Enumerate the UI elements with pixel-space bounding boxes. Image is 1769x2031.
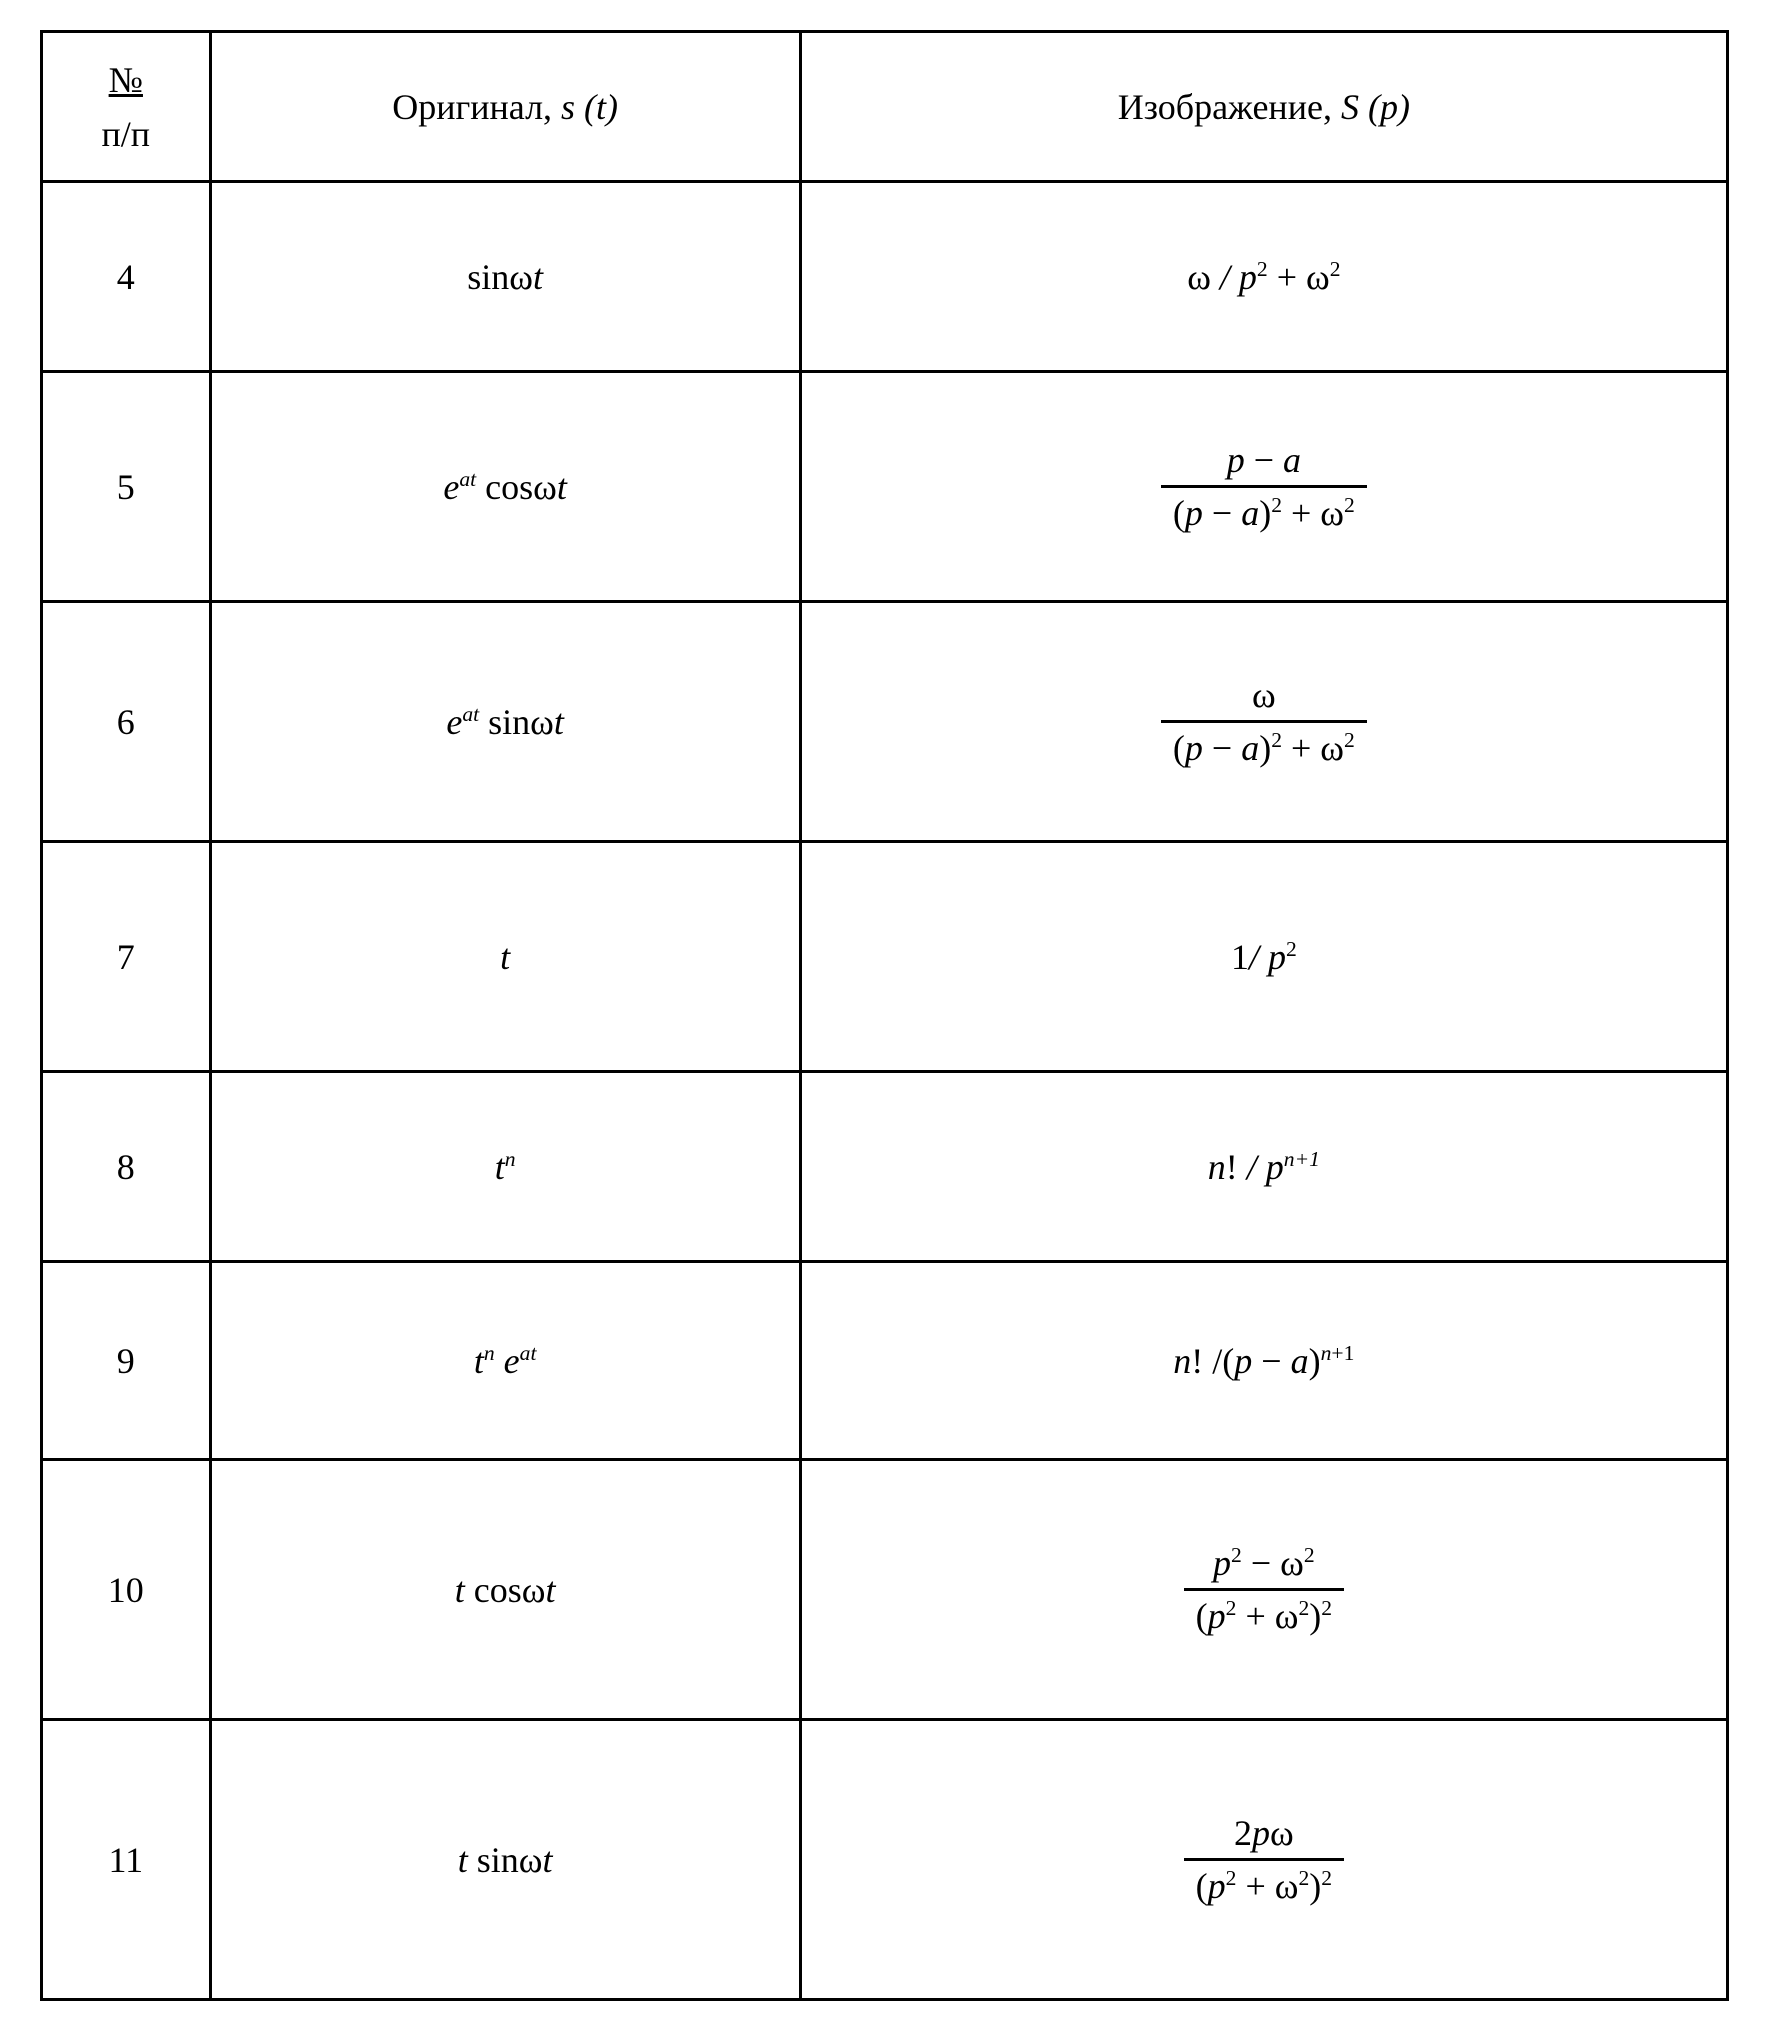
row-image: n! /(p − a)n+1 (800, 1262, 1727, 1460)
table-row: 6eat sinωt ω(p − a)2 + ω2 (42, 602, 1728, 842)
row-image: 2pω(p2 + ω2)2 (800, 1720, 1727, 2000)
row-image: p − a(p − a)2 + ω2 (800, 372, 1727, 602)
table-row: 10t cosωt p2 − ω2(p2 + ω2)2 (42, 1460, 1728, 1720)
fraction-numerator: p − a (1161, 437, 1367, 488)
fraction-denominator: (p2 + ω2)2 (1184, 1591, 1344, 1639)
fraction-numerator: ω (1161, 672, 1367, 723)
row-original: eat sinωt (210, 602, 800, 842)
fraction-numerator: p2 − ω2 (1184, 1540, 1344, 1591)
fraction: p − a(p − a)2 + ω2 (1161, 437, 1367, 536)
fraction: p2 − ω2(p2 + ω2)2 (1184, 1540, 1344, 1639)
row-original: eat cosωt (210, 372, 800, 602)
header-image-prefix: Изображение, (1118, 87, 1341, 127)
row-image: ω / p2 + ω2 (800, 182, 1727, 372)
table-row: 4sinωtω / p2 + ω2 (42, 182, 1728, 372)
row-number: 8 (42, 1072, 211, 1262)
fraction-numerator: 2pω (1184, 1810, 1344, 1861)
table-header-row: № п/п Оригинал, s (t) Изображение, S (p) (42, 32, 1728, 182)
laplace-table-container: № п/п Оригинал, s (t) Изображение, S (p)… (0, 0, 1769, 2031)
fraction-denominator: (p − a)2 + ω2 (1161, 723, 1367, 771)
row-number: 11 (42, 1720, 211, 2000)
header-number-sub: п/п (102, 114, 151, 154)
fraction-denominator: (p − a)2 + ω2 (1161, 488, 1367, 536)
row-image: n! / pn+1 (800, 1072, 1727, 1262)
header-original-formula: s (t) (561, 87, 618, 127)
row-image: ω(p − a)2 + ω2 (800, 602, 1727, 842)
table-row: 7t1/ p2 (42, 842, 1728, 1072)
row-number: 7 (42, 842, 211, 1072)
fraction: 2pω(p2 + ω2)2 (1184, 1810, 1344, 1909)
fraction-denominator: (p2 + ω2)2 (1184, 1861, 1344, 1909)
header-image-formula: S (p) (1341, 87, 1410, 127)
row-number: 6 (42, 602, 211, 842)
row-original: t (210, 842, 800, 1072)
header-number-symbol: № (109, 60, 143, 100)
row-number: 10 (42, 1460, 211, 1720)
row-number: 5 (42, 372, 211, 602)
row-original: t sinωt (210, 1720, 800, 2000)
header-image: Изображение, S (p) (800, 32, 1727, 182)
row-original: tn (210, 1072, 800, 1262)
row-image: 1/ p2 (800, 842, 1727, 1072)
fraction: ω(p − a)2 + ω2 (1161, 672, 1367, 771)
table-row: 9tn eatn! /(p − a)n+1 (42, 1262, 1728, 1460)
table-body: № п/п Оригинал, s (t) Изображение, S (p)… (42, 32, 1728, 2000)
row-number: 4 (42, 182, 211, 372)
header-number: № п/п (42, 32, 211, 182)
laplace-table: № п/п Оригинал, s (t) Изображение, S (p)… (40, 30, 1729, 2001)
row-number: 9 (42, 1262, 211, 1460)
row-original: t cosωt (210, 1460, 800, 1720)
header-original: Оригинал, s (t) (210, 32, 800, 182)
table-row: 11t sinωt 2pω(p2 + ω2)2 (42, 1720, 1728, 2000)
row-original: sinωt (210, 182, 800, 372)
header-original-prefix: Оригинал, (392, 87, 561, 127)
table-row: 8tnn! / pn+1 (42, 1072, 1728, 1262)
row-original: tn eat (210, 1262, 800, 1460)
table-row: 5eat cosωt p − a(p − a)2 + ω2 (42, 372, 1728, 602)
row-image: p2 − ω2(p2 + ω2)2 (800, 1460, 1727, 1720)
